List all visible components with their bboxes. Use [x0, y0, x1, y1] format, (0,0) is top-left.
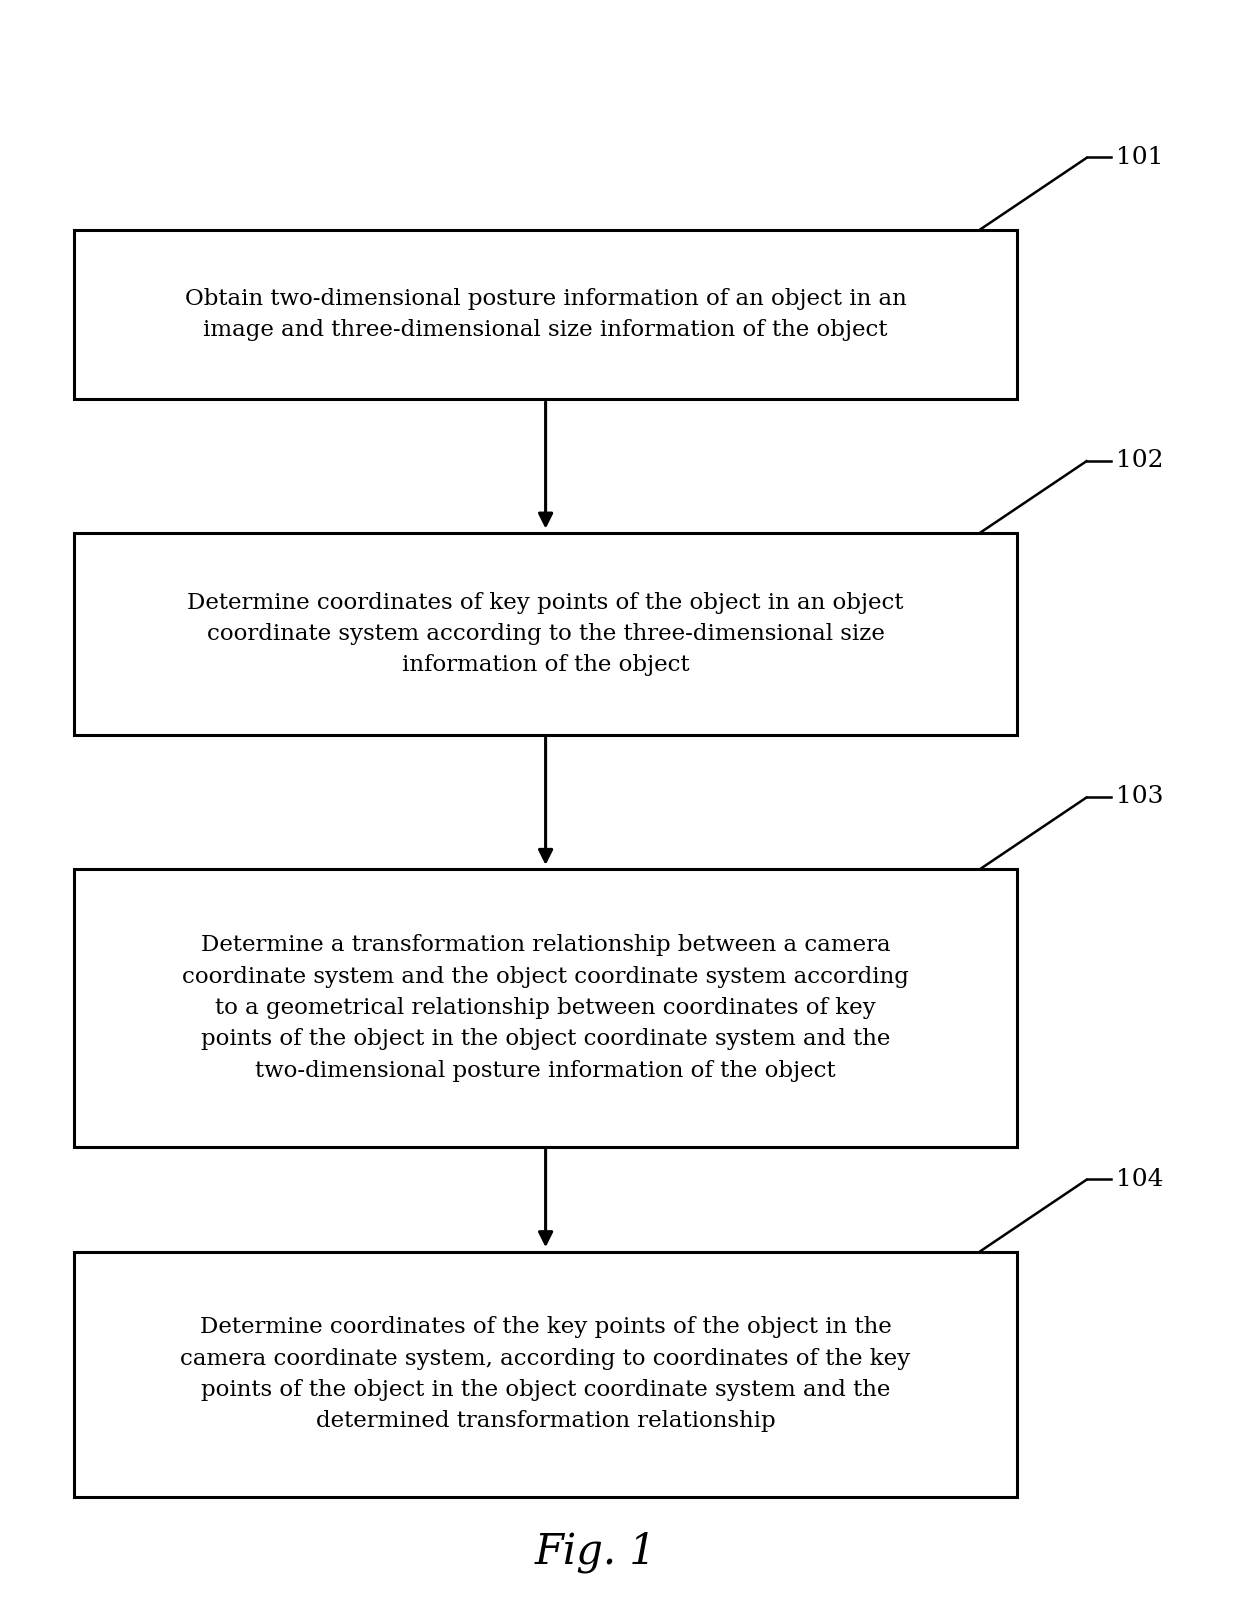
Text: Obtain two-dimensional posture information of an object in an
image and three-di: Obtain two-dimensional posture informati… — [185, 287, 906, 342]
Text: 102: 102 — [1116, 448, 1163, 473]
Text: Determine a transformation relationship between a camera
coordinate system and t: Determine a transformation relationship … — [182, 934, 909, 1082]
Text: Fig. 1: Fig. 1 — [534, 1531, 656, 1573]
Text: Determine coordinates of key points of the object in an object
coordinate system: Determine coordinates of key points of t… — [187, 592, 904, 676]
Bar — [74, 869, 1017, 1147]
Text: 103: 103 — [1116, 786, 1163, 808]
Text: Determine coordinates of the key points of the object in the
camera coordinate s: Determine coordinates of the key points … — [181, 1316, 910, 1432]
Bar — [74, 534, 1017, 736]
Bar — [74, 1252, 1017, 1497]
Bar — [74, 231, 1017, 400]
Text: 101: 101 — [1116, 145, 1163, 169]
Text: 104: 104 — [1116, 1168, 1163, 1190]
